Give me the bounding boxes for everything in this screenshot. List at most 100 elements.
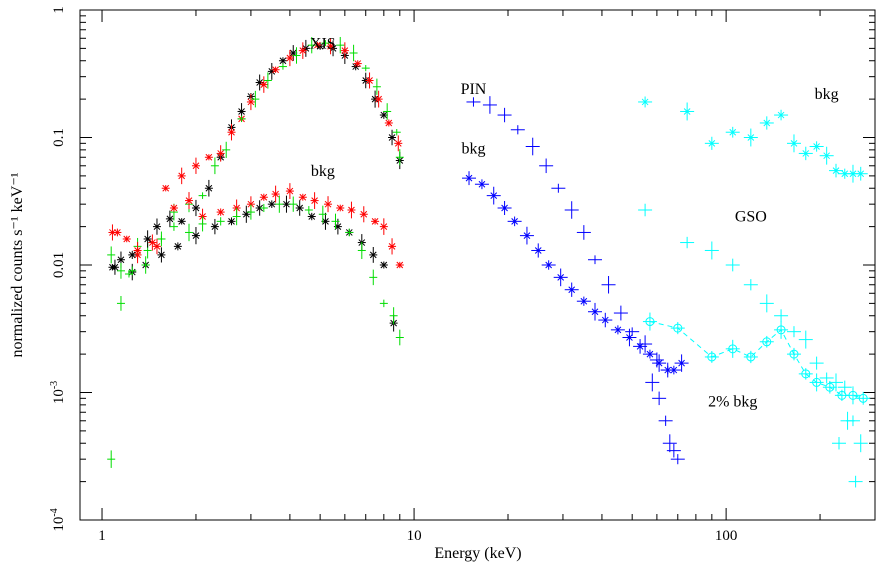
data-point (321, 40, 330, 47)
series-5 (107, 195, 404, 468)
data-point (379, 218, 388, 235)
data-point (128, 250, 137, 259)
data-point (819, 146, 834, 165)
data-point (564, 201, 579, 219)
data-point (345, 228, 354, 237)
data-point (645, 373, 660, 392)
data-point (662, 434, 677, 453)
data-point (246, 93, 255, 111)
data-point (128, 266, 137, 276)
y-tick-label: 1 (51, 6, 67, 14)
data-point (725, 258, 740, 272)
data-point (576, 225, 591, 240)
data-point (652, 391, 667, 406)
data-point (379, 111, 388, 119)
data-point (539, 158, 554, 174)
data-point (295, 200, 304, 216)
data-point (255, 200, 264, 216)
data-point (369, 246, 378, 263)
x-tick-label: 10 (407, 528, 422, 544)
data-point (349, 44, 358, 62)
data-point (633, 339, 648, 354)
data-point (227, 217, 236, 226)
data-point (680, 102, 695, 121)
data-point (122, 235, 131, 243)
data-point (216, 217, 225, 226)
data-point (743, 350, 758, 364)
data-point (642, 349, 657, 359)
data-point (107, 246, 116, 264)
data-point (395, 329, 404, 346)
data-point (285, 183, 294, 200)
data-point (853, 166, 868, 181)
data-point (331, 213, 340, 230)
data-point (774, 109, 789, 121)
data-point (157, 231, 166, 247)
data-point (819, 372, 834, 384)
y-tick-label: 0.1 (51, 128, 67, 147)
data-point (848, 475, 863, 488)
data-point (110, 259, 119, 275)
data-point (652, 354, 667, 372)
data-point (759, 116, 774, 130)
data-point (191, 227, 200, 245)
data-point (510, 125, 525, 135)
data-point (198, 192, 207, 199)
series-layer (107, 36, 871, 488)
data-point (116, 296, 125, 311)
data-point (658, 415, 673, 426)
data-point (553, 268, 568, 287)
data-point (389, 307, 398, 325)
data-point (307, 36, 316, 54)
data-point (173, 242, 182, 251)
data-point (271, 66, 280, 74)
data-point (809, 141, 824, 152)
data-point (307, 212, 316, 221)
data-point (374, 90, 383, 108)
data-point (141, 256, 150, 274)
data-point (255, 74, 264, 91)
data-point (497, 200, 512, 216)
data-point (507, 216, 522, 227)
data-point (564, 282, 579, 297)
data-point (298, 42, 307, 59)
data-point (610, 325, 625, 335)
data-point (837, 380, 852, 394)
x-tick-label: 100 (715, 528, 738, 544)
data-point (365, 72, 374, 89)
data-point (840, 411, 855, 430)
data-point (392, 129, 401, 136)
annotation: PIN (461, 81, 487, 98)
data-point (292, 47, 301, 64)
data-point (267, 200, 276, 208)
data-point (227, 124, 236, 141)
series-10 (638, 203, 868, 453)
series-9 (638, 96, 868, 183)
data-point (161, 184, 170, 192)
data-point (725, 339, 740, 358)
data-point (275, 195, 284, 213)
data-point (246, 204, 255, 220)
data-point (116, 251, 125, 268)
axis-ticks (80, 9, 876, 521)
data-point (497, 107, 512, 123)
data-point (169, 222, 178, 231)
data-point (638, 203, 653, 217)
labels-layer: 1 10 100 1 0.1 0.01 10-3 10-4 XIS bkg PIN bkg bkg GSO… (49, 6, 839, 544)
data-point (680, 236, 695, 249)
data-point (371, 217, 380, 225)
data-point (638, 96, 653, 108)
data-point (157, 247, 166, 263)
series-4 (110, 195, 398, 332)
data-point (353, 60, 362, 67)
series-6 (466, 96, 675, 375)
data-point (369, 269, 378, 286)
data-point (474, 179, 489, 190)
annotation: bkg (311, 163, 335, 180)
data-point (143, 230, 152, 248)
series-line (649, 321, 864, 399)
data-point (551, 183, 566, 193)
data-point (185, 223, 194, 242)
data-point (704, 136, 719, 150)
data-point (379, 261, 388, 269)
